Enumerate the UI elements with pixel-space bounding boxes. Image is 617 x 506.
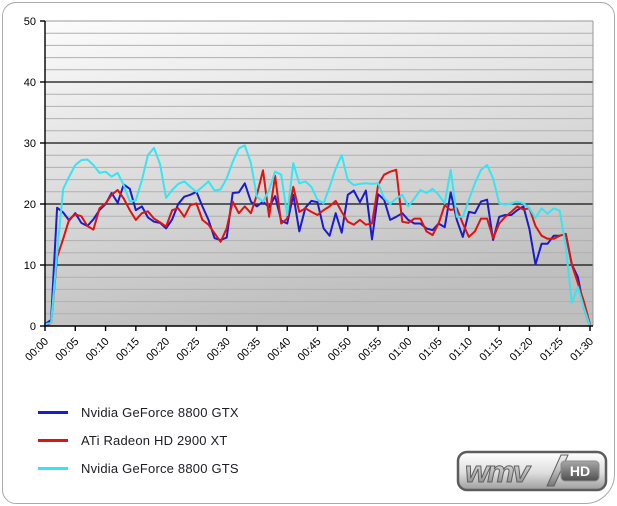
y-tick-label: 0	[30, 321, 36, 333]
y-tick-label: 50	[24, 16, 36, 28]
y-tick-label: 30	[24, 138, 36, 150]
x-tick-label: 01:10	[447, 336, 475, 364]
x-tick-label: 00:00	[23, 336, 51, 364]
x-tick-label: 00:30	[205, 336, 233, 364]
logo-hd-badge	[560, 460, 600, 482]
x-tick-label: 01:15	[477, 336, 505, 364]
x-tick-label: 00:05	[53, 336, 81, 364]
legend-label: Nvidia GeForce 8800 GTS	[81, 460, 239, 476]
x-tick-label: 00:35	[235, 336, 263, 364]
series-line-nvidia-geforce-8800-gts	[44, 144, 591, 327]
x-tick-label: 01:05	[417, 336, 445, 364]
series-line-ati-radeon-hd-2900-xt	[44, 168, 591, 327]
x-tick-label: 00:40	[265, 336, 293, 364]
x-tick-label: 01:30	[568, 336, 596, 364]
x-tick-label: 01:25	[538, 336, 566, 364]
x-tick-label: 00:20	[144, 336, 172, 364]
x-tick-label: 01:00	[387, 336, 415, 364]
wmv-hd-logo: wmv HD	[456, 450, 608, 492]
legend-line-swatch-red	[38, 438, 68, 442]
x-tick-label: 00:45	[296, 336, 324, 364]
legend-item-2900xt: ATi Radeon HD 2900 XT	[38, 426, 239, 454]
logo-wmv-text: wmv	[465, 454, 532, 489]
y-tick-label: 20	[24, 199, 36, 211]
fps-line-chart: 0 10 20 30 40 50 00:00 00:05 00:10 00:15 00:20 00:2…	[23, 16, 596, 364]
series-line-nvidia-geforce-8800-gtx	[44, 182, 591, 327]
x-tick-label: 00:50	[326, 336, 354, 364]
x-tick-label: 00:15	[114, 336, 142, 364]
legend-label: Nvidia GeForce 8800 GTX	[81, 404, 239, 420]
y-tick-label: 10	[24, 260, 36, 272]
chart-legend: Nvidia GeForce 8800 GTX ATi Radeon HD 29…	[38, 398, 239, 482]
legend-line-swatch-blue	[38, 410, 68, 414]
logo-hd-text: HD	[570, 463, 590, 479]
legend-line-swatch-cyan	[38, 466, 68, 470]
legend-item-8800gts: Nvidia GeForce 8800 GTS	[38, 454, 239, 482]
x-tick-label: 00:10	[84, 336, 112, 364]
legend-label: ATi Radeon HD 2900 XT	[81, 432, 228, 448]
x-tick-label: 00:55	[356, 336, 384, 364]
x-tick-label: 01:20	[508, 336, 536, 364]
plot-background	[45, 21, 593, 326]
y-tick-label: 40	[24, 77, 36, 89]
legend-item-8800gtx: Nvidia GeForce 8800 GTX	[38, 398, 239, 426]
x-tick-label: 00:25	[175, 336, 203, 364]
